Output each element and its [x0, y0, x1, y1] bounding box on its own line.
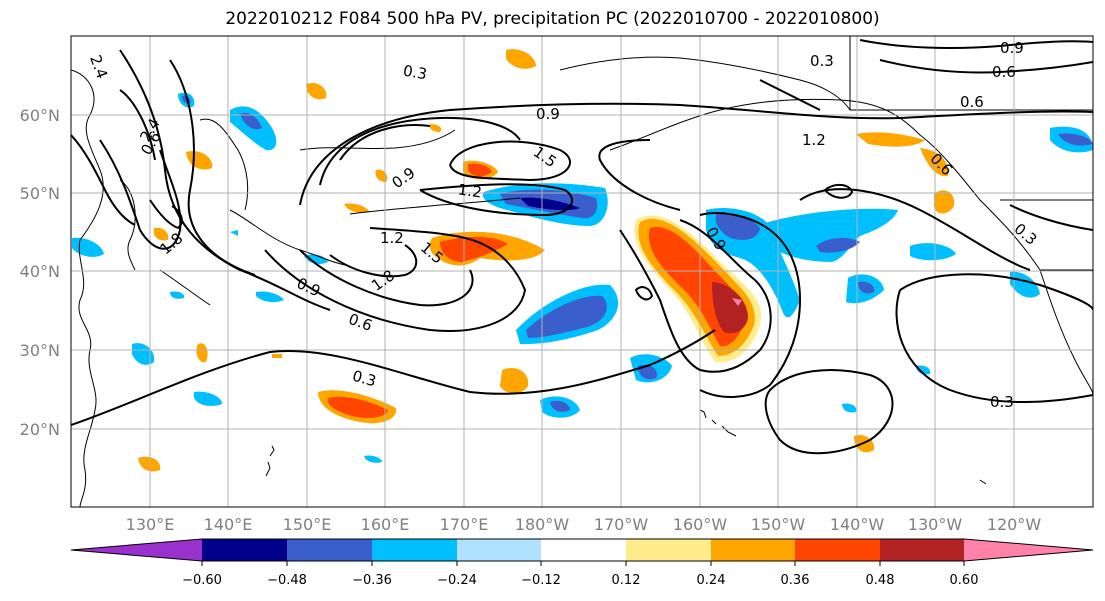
map-frame	[70, 35, 1094, 508]
colorbar-segment	[795, 539, 880, 561]
latitude-labels: 60°N 50°N 40°N 30°N 20°N	[20, 106, 60, 439]
colorbar-tick-label: −0.36	[352, 573, 392, 588]
colorbar-segment	[541, 539, 626, 561]
contour-label: 1.2	[380, 229, 404, 247]
lon-label: 170°W	[594, 515, 649, 534]
contour-label: 0.9	[536, 105, 560, 123]
colorbar-segment	[287, 539, 372, 561]
precip-positive-anomalies	[138, 49, 955, 472]
lat-label: 50°N	[20, 184, 60, 203]
colorbar-segment	[71, 539, 202, 561]
lon-label: 120°W	[987, 515, 1042, 534]
lon-label: 130°E	[126, 515, 175, 534]
lon-label: 140°W	[830, 515, 885, 534]
colorbar-tick-label: −0.60	[182, 573, 222, 588]
colorbar-segment	[457, 539, 541, 561]
lon-label: 170°E	[440, 515, 489, 534]
lon-label: 150°W	[751, 515, 806, 534]
colorbar-tick-label: 0.60	[950, 573, 979, 588]
contour-label: 0.6	[992, 63, 1016, 81]
colorbar-tick-label: 0.24	[697, 573, 726, 588]
lon-label: 160°W	[673, 515, 728, 534]
colorbar-tick-label: 0.48	[866, 573, 895, 588]
longitude-labels: 130°E 140°E 150°E 160°E 170°E 180°W 170°…	[126, 515, 1042, 534]
lon-label: 140°E	[204, 515, 253, 534]
contour-label: 0.3	[810, 52, 834, 70]
lon-label: 130°W	[908, 515, 963, 534]
contour-label: 0.3	[402, 62, 429, 84]
colorbar: −0.60 −0.48 −0.36 −0.24 −0.12 0.12 0.24 …	[70, 538, 1094, 588]
contour-label: 0.3	[350, 367, 378, 391]
colorbar-segment	[880, 539, 964, 561]
colorbar-segment	[626, 539, 711, 561]
lon-label: 160°E	[361, 515, 410, 534]
colorbar-tick-label: −0.24	[437, 573, 477, 588]
contour-label: 1.2	[802, 131, 826, 149]
colorbar-segment	[964, 539, 1093, 561]
contour-label: 0.6	[960, 93, 984, 111]
pv-contours	[71, 39, 1093, 455]
contour-label: 1.2	[457, 180, 483, 201]
graticule	[71, 36, 1093, 507]
precip-negative-anomalies	[72, 92, 1093, 463]
lon-label: 150°E	[283, 515, 332, 534]
lon-label: 180°W	[515, 515, 570, 534]
colorbar-segment	[202, 539, 287, 561]
colorbar-ticks	[201, 561, 965, 566]
colorbar-tick-label: 0.12	[612, 573, 641, 588]
lat-label: 20°N	[20, 420, 60, 439]
colorbar-tick-label: −0.48	[267, 573, 307, 588]
map-title: 2022010212 F084 500 hPa PV, precipitatio…	[225, 9, 880, 29]
contour-label: 0.9	[1000, 39, 1024, 57]
colorbar-tick-label: −0.12	[521, 573, 561, 588]
colorbar-segment	[711, 539, 795, 561]
lat-label: 40°N	[20, 262, 60, 281]
map-panel: 0.3 0.9 0.6 1.2 1.5 1.8 2.4 0.6 0.9 1.2 …	[71, 36, 1093, 507]
lat-label: 60°N	[20, 106, 60, 125]
colorbar-segment	[372, 539, 457, 561]
colorbar-tick-label: 0.36	[781, 573, 810, 588]
lat-label: 30°N	[20, 341, 60, 360]
contour-label: 0.3	[990, 393, 1014, 411]
